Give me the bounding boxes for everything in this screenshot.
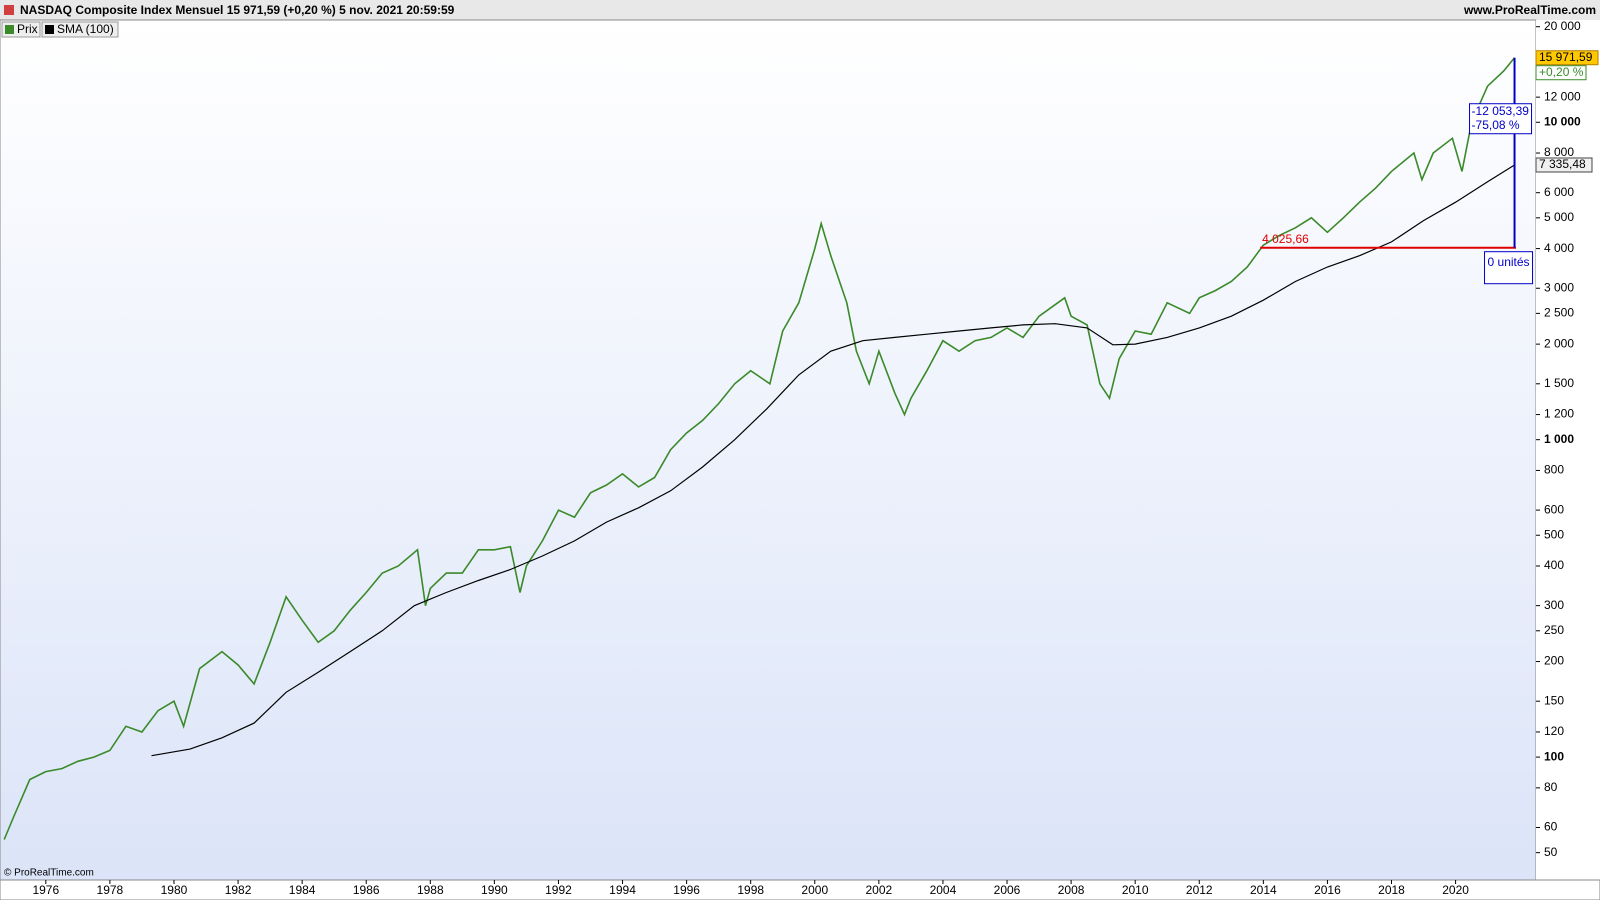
x-tick-label: 1996: [673, 883, 700, 897]
y-tick-label: 150: [1544, 693, 1564, 707]
x-tick-label: 1994: [609, 883, 636, 897]
x-tick-label: 2002: [866, 883, 893, 897]
y-tick-label: 2 000: [1544, 336, 1574, 350]
x-tick-label: 1988: [417, 883, 444, 897]
x-tick-label: 2012: [1186, 883, 1213, 897]
y-tick-label: 600: [1544, 502, 1564, 516]
change-tag: [1535, 65, 1587, 81]
y-tick-label: 80: [1544, 780, 1558, 794]
plot-area: [0, 19, 1537, 881]
y-tick-label: 800: [1544, 463, 1564, 477]
x-tick-label: 2010: [1122, 883, 1149, 897]
x-tick-label: 1980: [161, 883, 188, 897]
y-tick-label: 6 000: [1544, 185, 1574, 199]
y-tick-label: 100: [1544, 749, 1564, 763]
x-tick-label: 1976: [32, 883, 59, 897]
y-tick-label: 12 000: [1544, 89, 1581, 103]
y-tick-label: 20 000: [1544, 19, 1581, 33]
x-tick-label: 1982: [225, 883, 252, 897]
x-tick-label: 2016: [1314, 883, 1341, 897]
level-label: 4 025,66: [1262, 232, 1309, 246]
y-tick-label: 250: [1544, 623, 1564, 637]
y-tick-label: 50: [1544, 845, 1558, 859]
y-tick-label: 5 000: [1544, 210, 1574, 224]
legend-box: [41, 21, 119, 38]
units-box: [1484, 251, 1534, 285]
y-tick-label: 2 500: [1544, 306, 1574, 320]
x-tick-label: 1978: [97, 883, 124, 897]
y-tick-label: 3 000: [1544, 280, 1574, 294]
measure-diff: -12 053,39: [1472, 104, 1530, 118]
y-tick-label: 8 000: [1544, 145, 1574, 159]
sma-tag: [1535, 157, 1593, 173]
sma-tag-label: 7 335,48: [1539, 157, 1586, 171]
measure-box: [1469, 103, 1533, 135]
y-tick-label: 1 200: [1544, 407, 1574, 421]
y-tick-label: 400: [1544, 558, 1564, 572]
x-tick-label: 1986: [353, 883, 380, 897]
price-tag-label: 15 971,59: [1539, 50, 1593, 64]
x-tick-label: 2000: [801, 883, 828, 897]
x-tick-label: 2004: [930, 883, 957, 897]
y-tick-label: 10 000: [1544, 114, 1581, 128]
y-tick-label: 4 000: [1544, 241, 1574, 255]
x-tick-label: 2018: [1378, 883, 1405, 897]
x-tick-label: 2020: [1442, 883, 1469, 897]
price-tag: [1535, 50, 1599, 66]
icon: [4, 5, 14, 15]
legend-label: SMA (100): [57, 22, 114, 36]
chart-title: NASDAQ Composite Index Mensuel 15 971,59…: [20, 3, 455, 17]
y-tick-label: 120: [1544, 724, 1564, 738]
x-tick-label: 1990: [481, 883, 508, 897]
x-tick-label: 1992: [545, 883, 572, 897]
x-tick-label: 2006: [994, 883, 1021, 897]
y-tick-label: 1 000: [1544, 432, 1574, 446]
y-tick-label: 1 500: [1544, 376, 1574, 390]
y-tick-label: 200: [1544, 654, 1564, 668]
measure-pct: -75,08 %: [1472, 118, 1520, 132]
x-tick-label: 2008: [1058, 883, 1085, 897]
copyright: © ProRealTime.com: [4, 868, 94, 879]
legend-swatch: [5, 25, 14, 34]
y-tick-label: 60: [1544, 820, 1558, 834]
legend-swatch: [45, 25, 54, 34]
y-tick-label: 300: [1544, 598, 1564, 612]
x-tick-label: 2014: [1250, 883, 1277, 897]
x-tick-label: 1998: [737, 883, 764, 897]
header-bar: [0, 0, 1600, 20]
legend-label: Prix: [17, 22, 38, 36]
units-label: 0 unités: [1488, 255, 1530, 269]
series-line: [151, 164, 1515, 757]
x-tick-label: 1984: [289, 883, 316, 897]
change-tag-label: +0,20 %: [1539, 65, 1584, 79]
series-line: [3, 57, 1516, 840]
y-tick-label: 500: [1544, 527, 1564, 541]
source: www.ProRealTime.com: [1463, 3, 1596, 17]
